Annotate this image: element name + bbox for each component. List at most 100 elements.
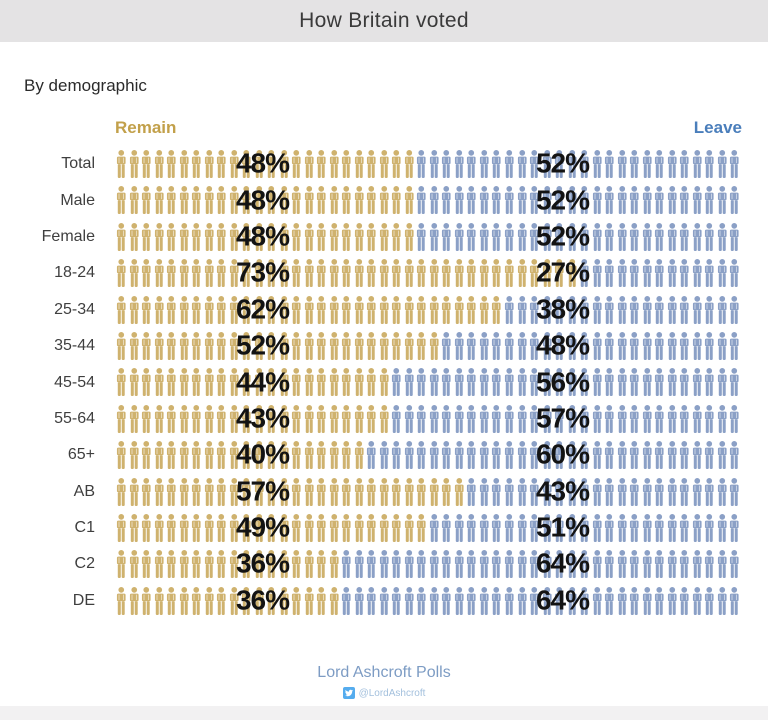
person-icon xyxy=(617,222,627,251)
person-icon xyxy=(454,477,464,506)
person-icon xyxy=(417,477,426,506)
person-icon xyxy=(392,368,401,397)
person-icon xyxy=(492,222,502,251)
person-icon xyxy=(267,259,276,288)
person-icon xyxy=(254,222,264,251)
person-icon xyxy=(154,186,164,215)
person-icon xyxy=(342,441,351,470)
person-icon xyxy=(567,332,577,360)
person-icon xyxy=(292,222,301,251)
person-icon xyxy=(542,368,552,397)
person-icon xyxy=(141,441,151,470)
person-icon xyxy=(504,550,514,579)
person-icon xyxy=(542,477,552,506)
person-icon xyxy=(367,404,376,433)
person-icon xyxy=(204,477,214,506)
chart-row: 45-54 44% 56% xyxy=(0,364,768,400)
chart-subtitle: By demographic xyxy=(24,76,147,95)
person-icon xyxy=(166,186,176,215)
row-label: Total xyxy=(61,155,95,173)
person-icon xyxy=(567,513,577,542)
person-icon xyxy=(342,295,351,324)
person-icon xyxy=(354,441,364,470)
person-icon xyxy=(229,513,239,542)
person-icon xyxy=(504,222,514,251)
person-icon xyxy=(116,513,126,542)
person-icon xyxy=(667,550,677,579)
chart-row: DE 36% 64% xyxy=(0,583,768,619)
person-icon xyxy=(204,222,214,251)
person-icon xyxy=(504,259,514,288)
legend-remain-label: Remain xyxy=(115,118,177,137)
person-icon xyxy=(630,477,639,506)
person-icon xyxy=(404,186,414,215)
icon-strip xyxy=(115,185,741,215)
person-icon xyxy=(141,477,151,506)
twitter-icon[interactable] xyxy=(342,687,355,699)
person-icon xyxy=(580,550,589,579)
person-icon xyxy=(529,513,539,542)
person-icon xyxy=(329,222,339,251)
person-icon xyxy=(379,513,389,542)
person-icon xyxy=(141,150,151,178)
person-icon xyxy=(517,259,527,288)
person-icon xyxy=(717,368,727,397)
person-icon xyxy=(692,550,702,579)
person-icon xyxy=(554,404,564,433)
person-icon xyxy=(642,186,652,215)
row-label: AB xyxy=(73,482,95,500)
person-icon xyxy=(254,186,264,215)
person-icon xyxy=(179,550,189,579)
person-icon xyxy=(392,550,401,579)
person-icon xyxy=(442,368,451,397)
person-icon xyxy=(442,441,451,470)
person-icon xyxy=(217,550,226,579)
person-icon xyxy=(504,332,514,360)
person-icon xyxy=(642,332,652,360)
icon-strip xyxy=(115,367,741,397)
person-icon xyxy=(642,550,652,579)
person-icon xyxy=(367,477,376,506)
person-icon xyxy=(692,513,702,542)
person-icon xyxy=(204,586,214,615)
person-icon xyxy=(129,477,139,506)
person-icon xyxy=(342,404,351,433)
person-icon xyxy=(605,150,614,178)
person-icon xyxy=(467,150,477,178)
person-icon xyxy=(492,186,502,215)
twitter-handle[interactable]: @LordAshcroft xyxy=(358,687,426,699)
person-icon xyxy=(592,222,602,251)
person-icon xyxy=(717,441,727,470)
person-icon xyxy=(692,259,702,288)
person-icon xyxy=(730,513,739,542)
person-icon xyxy=(517,368,527,397)
person-icon xyxy=(154,404,164,433)
person-icon xyxy=(116,222,126,251)
person-icon xyxy=(454,441,464,470)
person-icon xyxy=(642,404,652,433)
person-icon xyxy=(567,222,577,251)
person-icon xyxy=(242,477,251,506)
person-icon xyxy=(304,404,314,433)
person-icon xyxy=(342,368,351,397)
person-icon xyxy=(141,586,151,615)
person-icon xyxy=(667,586,677,615)
person-icon xyxy=(554,222,564,251)
person-icon xyxy=(304,368,314,397)
person-icon xyxy=(342,513,351,542)
person-icon xyxy=(254,259,264,288)
person-icon xyxy=(580,295,589,324)
person-icon xyxy=(204,513,214,542)
person-icon xyxy=(116,186,126,215)
person-icon xyxy=(192,186,201,215)
row-label: 18-24 xyxy=(54,264,95,282)
person-icon xyxy=(204,150,214,178)
person-icon xyxy=(529,477,539,506)
person-icon xyxy=(467,295,477,324)
person-icon xyxy=(667,368,677,397)
person-icon xyxy=(592,441,602,470)
source-link[interactable]: Lord Ashcroft Polls xyxy=(317,664,451,681)
person-icon xyxy=(292,295,301,324)
person-icon xyxy=(354,550,364,579)
person-icon xyxy=(442,295,451,324)
